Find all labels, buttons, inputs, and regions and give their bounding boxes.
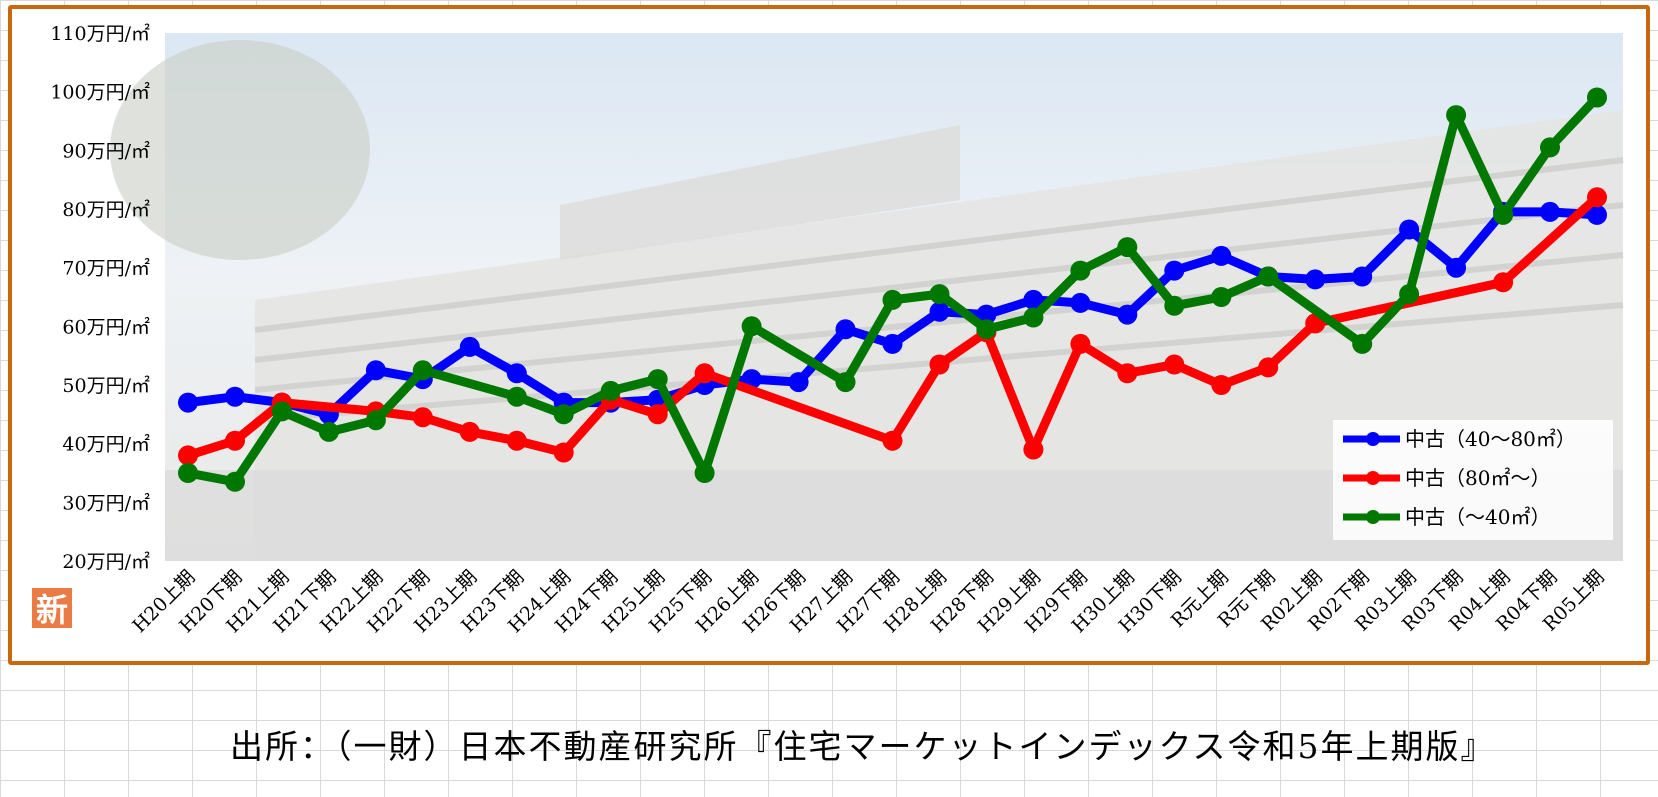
chart-svg: 110万円/㎡ 100万円/㎡ 90万円/㎡ 80万円/㎡ 70万円/㎡ 60万円/㎡ 50… bbox=[50, 22, 1624, 637]
legend-label: 中古（80㎡～） bbox=[1405, 466, 1550, 490]
data-point bbox=[1305, 269, 1326, 290]
series-line bbox=[183, 93, 1602, 487]
data-point bbox=[365, 410, 386, 431]
y-tick-label: 90万円/㎡ bbox=[62, 139, 150, 162]
data-point bbox=[553, 442, 574, 463]
y-tick-label: 110万円/㎡ bbox=[50, 22, 150, 45]
data-point bbox=[1164, 295, 1185, 316]
data-point bbox=[1399, 284, 1420, 305]
data-point bbox=[318, 421, 339, 442]
data-point bbox=[882, 430, 903, 451]
data-point bbox=[1399, 219, 1420, 240]
data-point bbox=[178, 445, 198, 466]
data-point bbox=[1211, 375, 1232, 395]
data-point bbox=[1352, 333, 1373, 354]
y-tick-label: 40万円/㎡ bbox=[62, 433, 150, 456]
data-point bbox=[741, 316, 762, 337]
legend: 中古（40～80㎡） 中古（80㎡～） 中古（～40㎡） bbox=[1333, 420, 1613, 540]
data-point bbox=[459, 336, 480, 357]
data-point bbox=[1117, 363, 1138, 384]
data-point bbox=[1211, 287, 1232, 307]
series-2 bbox=[178, 187, 1607, 466]
data-point bbox=[976, 319, 997, 340]
y-tick-label: 100万円/㎡ bbox=[50, 81, 150, 104]
data-point bbox=[1164, 354, 1185, 375]
y-tick-label: 20万円/㎡ bbox=[62, 550, 150, 573]
data-point bbox=[1587, 187, 1607, 208]
legend-swatch-marker bbox=[1366, 432, 1380, 446]
y-tick-label: 50万円/㎡ bbox=[62, 374, 150, 397]
data-point bbox=[1258, 357, 1279, 378]
data-point bbox=[929, 301, 950, 322]
series-3 bbox=[178, 87, 1607, 492]
x-axis: H20上期H20下期H21上期H21下期H22上期H22下期H23上期H23下期… bbox=[128, 566, 1608, 637]
data-point bbox=[225, 386, 245, 407]
data-point bbox=[1117, 237, 1138, 258]
data-point bbox=[1070, 292, 1091, 313]
y-tick-label: 30万円/㎡ bbox=[62, 491, 150, 514]
data-point bbox=[694, 363, 715, 384]
legend-label: 中古（～40㎡） bbox=[1405, 505, 1550, 529]
data-point bbox=[225, 471, 245, 492]
data-point bbox=[506, 430, 527, 451]
data-point bbox=[1446, 257, 1467, 278]
data-point bbox=[365, 360, 386, 381]
data-point bbox=[506, 363, 527, 384]
data-point bbox=[1070, 260, 1091, 281]
data-point bbox=[225, 430, 245, 451]
data-point bbox=[694, 463, 715, 483]
data-point bbox=[271, 401, 292, 422]
data-point bbox=[882, 289, 903, 310]
data-point bbox=[1258, 266, 1279, 287]
data-point bbox=[929, 284, 950, 305]
data-point bbox=[647, 404, 668, 425]
data-point bbox=[929, 354, 950, 375]
data-point bbox=[1540, 137, 1560, 158]
data-point bbox=[1493, 272, 1514, 293]
source-note: 出所：（一財）日本不動産研究所『住宅マーケットインデックス令和5年上期版』 bbox=[230, 727, 1496, 766]
y-tick-label: 70万円/㎡ bbox=[62, 257, 150, 280]
data-point bbox=[1446, 105, 1467, 126]
data-point bbox=[178, 392, 198, 413]
data-point bbox=[1493, 204, 1514, 225]
data-point bbox=[553, 404, 574, 425]
data-point bbox=[1211, 245, 1232, 266]
legend-swatch-marker bbox=[1366, 471, 1380, 485]
new-badge: 新 bbox=[30, 586, 74, 630]
data-point bbox=[178, 463, 198, 483]
data-point bbox=[412, 407, 433, 428]
data-point bbox=[835, 372, 856, 393]
y-tick-label: 80万円/㎡ bbox=[62, 198, 150, 221]
data-point bbox=[1587, 87, 1607, 108]
data-point bbox=[1587, 204, 1607, 225]
data-point bbox=[1352, 266, 1373, 287]
data-point bbox=[835, 319, 856, 340]
data-point bbox=[882, 333, 903, 354]
data-point bbox=[506, 386, 527, 407]
data-point bbox=[1023, 439, 1044, 460]
data-point bbox=[788, 372, 809, 393]
data-point bbox=[1070, 333, 1091, 354]
data-point bbox=[647, 369, 668, 390]
data-point bbox=[459, 421, 480, 442]
legend-label: 中古（40～80㎡） bbox=[1405, 427, 1576, 451]
data-point bbox=[1164, 260, 1185, 281]
series-layer bbox=[178, 87, 1607, 492]
data-point bbox=[600, 380, 621, 401]
y-tick-label: 60万円/㎡ bbox=[62, 315, 150, 338]
y-axis: 110万円/㎡ 100万円/㎡ 90万円/㎡ 80万円/㎡ 70万円/㎡ 60万円/㎡ 50… bbox=[50, 22, 150, 573]
data-point bbox=[1117, 304, 1138, 325]
legend-swatch-marker bbox=[1366, 510, 1380, 524]
data-point bbox=[412, 360, 433, 381]
data-point bbox=[1023, 307, 1044, 328]
data-point bbox=[976, 304, 997, 325]
data-point bbox=[1540, 201, 1560, 222]
data-point bbox=[1023, 289, 1044, 310]
